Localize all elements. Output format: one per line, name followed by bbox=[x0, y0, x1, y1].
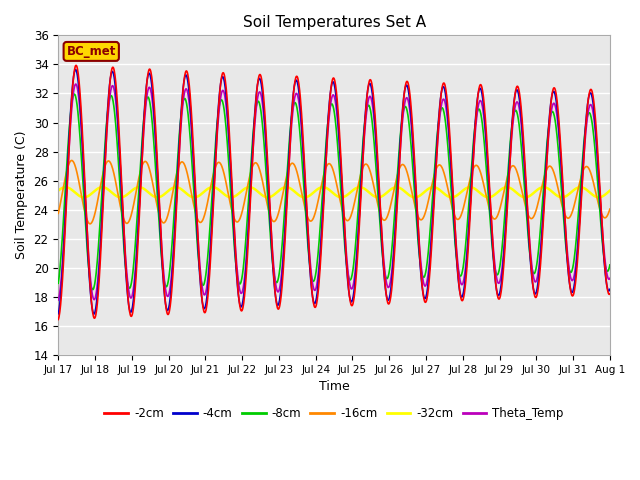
-8cm bbox=[54, 280, 62, 286]
Theta_Temp bbox=[285, 168, 292, 174]
-16cm bbox=[68, 157, 76, 163]
-2cm bbox=[54, 317, 62, 323]
-4cm bbox=[72, 67, 79, 72]
Theta_Temp bbox=[177, 130, 184, 136]
-16cm bbox=[606, 206, 614, 212]
X-axis label: Time: Time bbox=[319, 380, 349, 393]
Line: -4cm: -4cm bbox=[58, 70, 610, 314]
-2cm bbox=[606, 291, 614, 297]
-32cm bbox=[510, 188, 518, 193]
-2cm bbox=[285, 170, 292, 176]
-16cm bbox=[177, 159, 185, 165]
Theta_Temp bbox=[606, 276, 614, 281]
Theta_Temp bbox=[510, 113, 518, 119]
Line: -16cm: -16cm bbox=[58, 160, 610, 224]
-8cm bbox=[510, 110, 518, 116]
-2cm bbox=[419, 290, 427, 296]
Theta_Temp bbox=[271, 277, 279, 283]
Line: -2cm: -2cm bbox=[58, 65, 610, 320]
Theta_Temp bbox=[557, 163, 565, 168]
-8cm bbox=[70, 91, 78, 97]
Text: BC_met: BC_met bbox=[67, 45, 116, 58]
-32cm bbox=[419, 190, 427, 196]
-16cm bbox=[558, 201, 566, 207]
-8cm bbox=[558, 190, 566, 196]
-32cm bbox=[54, 188, 62, 193]
-32cm bbox=[558, 194, 566, 200]
Title: Soil Temperatures Set A: Soil Temperatures Set A bbox=[243, 15, 426, 30]
Y-axis label: Soil Temperature (C): Soil Temperature (C) bbox=[15, 131, 28, 259]
-4cm bbox=[271, 293, 279, 299]
-8cm bbox=[419, 275, 427, 280]
-16cm bbox=[54, 210, 62, 216]
-2cm bbox=[271, 289, 279, 295]
-4cm bbox=[177, 113, 185, 119]
Theta_Temp bbox=[419, 277, 427, 283]
-32cm bbox=[177, 186, 185, 192]
-2cm bbox=[557, 153, 565, 159]
-32cm bbox=[271, 191, 279, 196]
-32cm bbox=[606, 188, 614, 193]
-2cm bbox=[510, 103, 518, 108]
-2cm bbox=[72, 62, 80, 68]
-16cm bbox=[86, 221, 94, 227]
-4cm bbox=[90, 311, 98, 317]
-16cm bbox=[285, 165, 292, 171]
-4cm bbox=[510, 98, 518, 104]
Line: -8cm: -8cm bbox=[58, 94, 610, 290]
-32cm bbox=[61, 184, 69, 190]
Theta_Temp bbox=[54, 297, 62, 303]
-8cm bbox=[606, 262, 614, 268]
-16cm bbox=[419, 215, 427, 221]
-32cm bbox=[285, 185, 292, 191]
-8cm bbox=[177, 114, 185, 120]
Theta_Temp bbox=[72, 81, 80, 87]
-4cm bbox=[54, 311, 62, 317]
-8cm bbox=[271, 278, 279, 284]
Line: -32cm: -32cm bbox=[58, 187, 610, 197]
-4cm bbox=[558, 168, 566, 174]
-32cm bbox=[80, 194, 88, 200]
-2cm bbox=[177, 125, 184, 131]
-4cm bbox=[606, 287, 614, 292]
-4cm bbox=[419, 292, 427, 298]
Line: Theta_Temp: Theta_Temp bbox=[58, 84, 610, 300]
-4cm bbox=[285, 155, 292, 161]
-16cm bbox=[510, 163, 518, 169]
-8cm bbox=[89, 287, 97, 293]
-8cm bbox=[285, 144, 292, 150]
-16cm bbox=[271, 217, 279, 223]
Legend: -2cm, -4cm, -8cm, -16cm, -32cm, Theta_Temp: -2cm, -4cm, -8cm, -16cm, -32cm, Theta_Te… bbox=[100, 402, 568, 425]
